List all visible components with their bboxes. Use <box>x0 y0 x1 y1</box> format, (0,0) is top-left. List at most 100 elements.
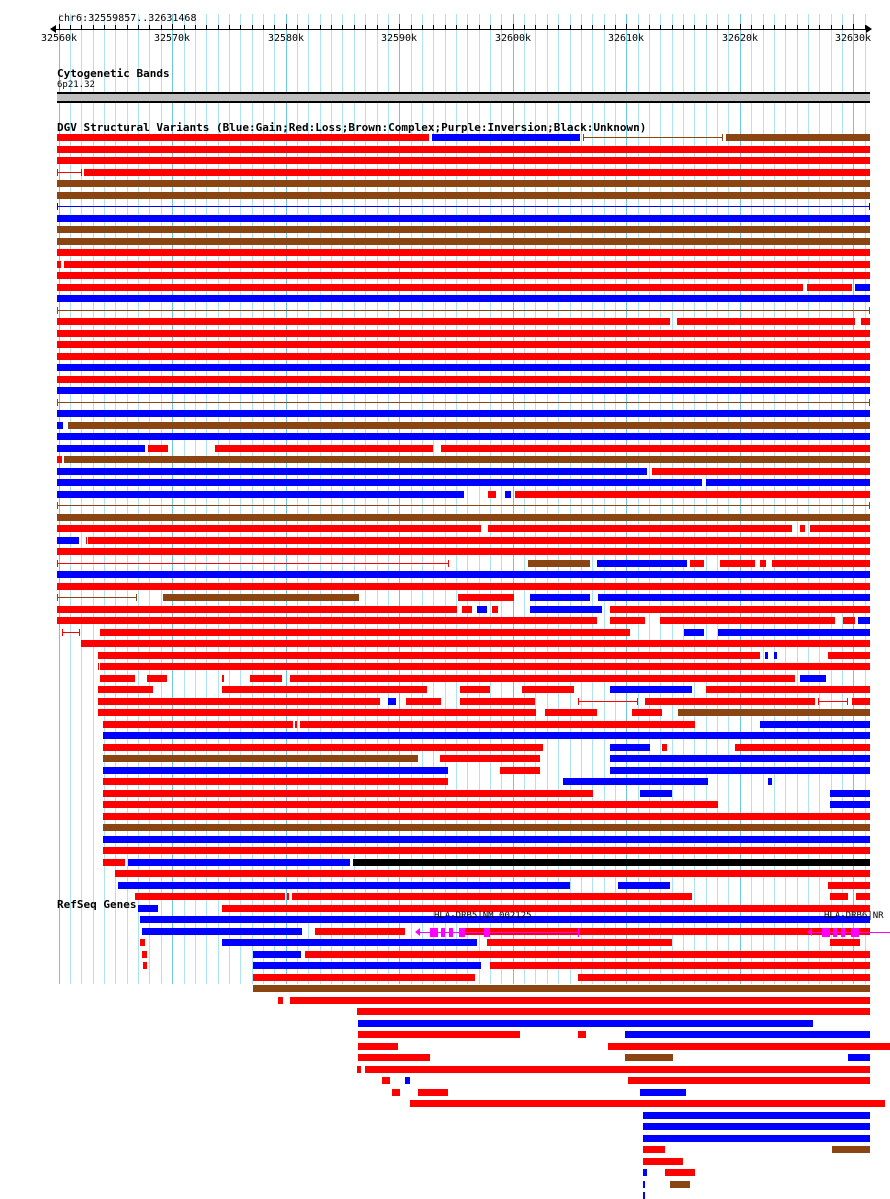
variant-segment-loss[interactable] <box>852 698 870 705</box>
variant-segment-loss[interactable] <box>358 1031 520 1038</box>
variant-row[interactable] <box>0 882 890 889</box>
variant-row[interactable] <box>0 215 890 222</box>
variant-segment-loss[interactable] <box>103 790 593 797</box>
variant-segment-gain[interactable] <box>718 629 870 636</box>
variant-row[interactable] <box>0 1135 890 1142</box>
variant-row[interactable] <box>0 778 890 785</box>
variant-segment-loss[interactable] <box>800 525 805 532</box>
variant-row[interactable] <box>0 537 890 544</box>
variant-row[interactable] <box>0 824 890 831</box>
variant-row[interactable] <box>0 1112 890 1119</box>
variant-segment-complex[interactable] <box>103 755 418 762</box>
variant-row[interactable] <box>0 525 890 532</box>
variant-row[interactable] <box>0 571 890 578</box>
variant-segment-gain[interactable] <box>57 445 145 452</box>
variant-segment-loss[interactable] <box>98 698 380 705</box>
variant-row[interactable] <box>0 675 890 682</box>
variant-segment-gain[interactable] <box>138 905 158 912</box>
variant-segment-loss[interactable] <box>103 859 125 866</box>
variant-segment-gain[interactable] <box>530 606 602 613</box>
variant-segment-loss[interactable] <box>100 629 630 636</box>
variant-segment-complex[interactable] <box>103 824 870 831</box>
variant-row[interactable] <box>0 686 890 693</box>
variant-segment-loss[interactable] <box>545 709 597 716</box>
variant-segment-gain[interactable] <box>684 629 704 636</box>
variant-row[interactable] <box>0 790 890 797</box>
variant-segment-gain[interactable] <box>103 836 870 843</box>
variant-segment-complex[interactable] <box>57 238 870 245</box>
variant-segment-loss[interactable] <box>57 617 597 624</box>
variant-segment-loss[interactable] <box>100 675 135 682</box>
variant-row[interactable] <box>0 479 890 486</box>
variant-segment-loss[interactable] <box>84 169 870 176</box>
variant-row[interactable] <box>0 629 890 636</box>
variant-row[interactable] <box>0 560 890 567</box>
variant-segment-complex[interactable] <box>57 192 870 199</box>
variant-segment-loss[interactable] <box>57 249 870 256</box>
variant-row[interactable] <box>0 226 890 233</box>
variant-segment-loss[interactable] <box>357 1008 870 1015</box>
variant-row[interactable] <box>0 433 890 440</box>
variant-segment-loss[interactable] <box>490 962 870 969</box>
variant-segment-loss[interactable] <box>57 284 803 291</box>
variant-segment-gain[interactable] <box>405 1077 410 1084</box>
variant-row[interactable] <box>0 180 890 187</box>
variant-segment-loss[interactable] <box>843 617 855 624</box>
variant-segment-gain[interactable] <box>57 422 63 429</box>
variant-segment-loss[interactable] <box>632 709 662 716</box>
variant-segment-gain[interactable] <box>57 215 870 222</box>
variant-segment-complex[interactable] <box>57 180 870 187</box>
variant-segment-loss[interactable] <box>810 525 870 532</box>
variant-segment-gain[interactable] <box>768 778 772 785</box>
variant-segment-gain[interactable] <box>57 537 79 544</box>
variant-segment-loss[interactable] <box>522 686 574 693</box>
variant-segment-loss[interactable] <box>215 445 433 452</box>
variant-row[interactable] <box>0 870 890 877</box>
variant-segment-gain[interactable] <box>643 1181 645 1188</box>
variant-segment-gain[interactable] <box>57 491 464 498</box>
variant-segment-loss[interactable] <box>140 939 145 946</box>
variant-row[interactable] <box>0 905 890 912</box>
variant-segment-complex[interactable] <box>253 985 870 992</box>
variant-segment-loss[interactable] <box>115 870 870 877</box>
variant-row[interactable] <box>0 640 890 647</box>
variant-segment-loss[interactable] <box>861 318 870 325</box>
variant-segment-gain[interactable] <box>610 744 650 751</box>
variant-segment-loss[interactable] <box>292 893 692 900</box>
variant-segment-loss[interactable] <box>772 560 870 567</box>
variant-row[interactable] <box>0 767 890 774</box>
variant-segment-loss[interactable] <box>488 491 496 498</box>
variant-segment-gain[interactable] <box>57 364 870 371</box>
variant-segment-loss[interactable] <box>460 698 535 705</box>
variant-segment-gain[interactable] <box>643 1123 870 1130</box>
variant-row[interactable] <box>0 410 890 417</box>
variant-row[interactable] <box>0 157 890 164</box>
variant-segment-complex[interactable] <box>163 594 359 601</box>
variant-segment-loss[interactable] <box>57 330 870 337</box>
variant-row[interactable] <box>0 445 890 452</box>
variant-segment-loss[interactable] <box>578 974 870 981</box>
variant-row[interactable] <box>0 916 890 923</box>
variant-segment-loss[interactable] <box>460 928 870 935</box>
variant-segment-loss[interactable] <box>98 686 153 693</box>
variant-row[interactable] <box>0 617 890 624</box>
variant-segment-loss[interactable] <box>828 652 870 659</box>
variant-segment-gain[interactable] <box>774 652 777 659</box>
variant-segment-loss[interactable] <box>222 905 870 912</box>
variant-row[interactable] <box>0 1031 890 1038</box>
variant-row[interactable] <box>0 732 890 739</box>
variant-segment-complex[interactable] <box>64 456 870 463</box>
variant-segment-loss[interactable] <box>628 1077 870 1084</box>
variant-row[interactable] <box>0 284 890 291</box>
variant-row[interactable] <box>0 962 890 969</box>
variant-segment-loss[interactable] <box>103 801 718 808</box>
variant-segment-gain[interactable] <box>830 801 870 808</box>
gene-exon[interactable] <box>841 928 845 937</box>
variant-row[interactable] <box>0 387 890 394</box>
variant-segment-gain[interactable] <box>253 951 301 958</box>
variant-segment-loss[interactable] <box>690 560 704 567</box>
variant-segment-loss[interactable] <box>492 606 498 613</box>
variant-segment-gain[interactable] <box>855 284 870 291</box>
variant-row[interactable] <box>0 836 890 843</box>
variant-segment-loss[interactable] <box>487 939 672 946</box>
